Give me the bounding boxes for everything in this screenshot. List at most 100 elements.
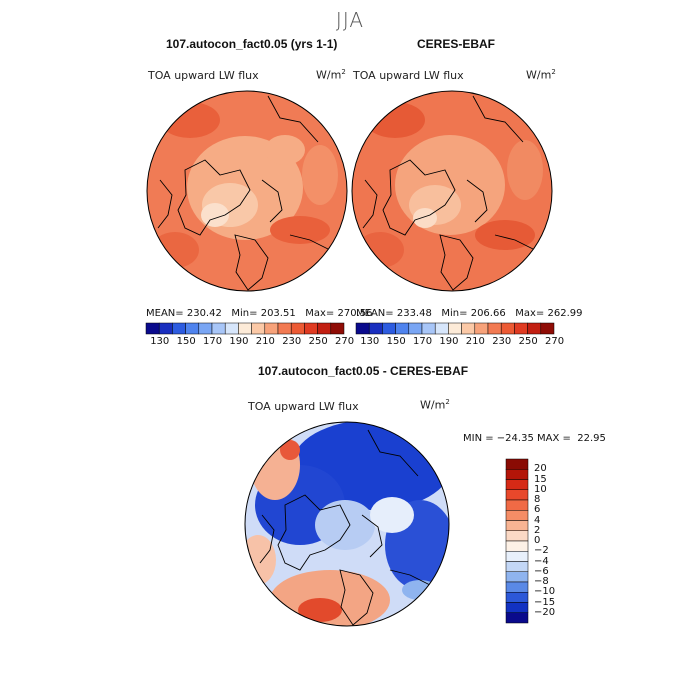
diff-minmax: MIN = −24.35 MAX = 22.95 [463,433,606,444]
diff-colorbar-swatch [505,489,529,501]
right-colorbar-swatch [434,322,449,335]
left-panel-title: 107.autocon_fact0.05 (yrs 1-1) [166,37,338,51]
right-colorbar-tick-label: 250 [518,336,538,347]
left-colorbar-swatch [158,322,173,335]
right-colorbar-tick-label: 210 [465,336,485,347]
right-colorbar-swatch [474,322,489,335]
left-colorbar-swatch [198,322,213,335]
right-colorbar-tick-label: 270 [545,336,565,347]
left-colorbar-swatch [145,322,160,335]
diff-colorbar-tick-label: −15 [534,596,556,608]
diff-map-border [244,421,450,627]
left-variable-label: TOA upward LW flux [148,69,259,82]
diff-colorbar-swatch [505,592,529,603]
diff-colorbar-swatch [505,571,529,583]
left-colorbar-swatch [172,322,186,335]
left-colorbar-swatch [211,322,226,335]
right-colorbar-swatch [421,322,436,335]
diff-colorbar-tick-label: −10 [534,586,556,598]
diff-colorbar-swatch [505,581,529,593]
right-colorbar-swatch [461,322,476,335]
right-colorbar-swatch [408,322,423,335]
right-colorbar [355,322,555,335]
left-colorbar-tick-label: 250 [308,336,328,347]
left-colorbar-tick-label: 150 [176,336,196,347]
right-colorbar-swatch [487,322,502,335]
diff-colorbar-tick-label: 0 [534,535,541,546]
left-colorbar-tick-label: 170 [203,336,223,347]
diff-polar-map [245,422,449,626]
left-colorbar-swatch [277,322,292,335]
left-colorbar-swatch [238,322,252,335]
diff-colorbar-swatch [505,510,529,521]
left-polar-map [147,91,347,291]
right-colorbar-swatch [514,322,528,335]
left-colorbar-tick-label: 190 [229,336,249,347]
left-colorbar-labels: 130 150 170 190 210 230 250 270 [146,336,354,350]
diff-colorbar-tick-label: 15 [534,473,547,485]
right-colorbar-swatch [368,322,383,335]
right-map-border [351,90,553,292]
diff-colorbar-swatch [505,499,529,511]
left-colorbar-swatch [317,322,332,335]
diff-colorbar-tick-label: −6 [534,565,549,577]
diff-colorbar-tick-label: 20 [534,463,547,475]
diff-colorbar-labels: 20 15 10 8 6 4 2 0 −2 −4 −6 −8 −10 −15 −20 [534,459,574,624]
diff-colorbar-tick-label: 6 [534,504,541,516]
diff-colorbar-tick-label: 4 [534,514,541,526]
right-colorbar-tick-label: 230 [492,336,512,347]
left-colorbar-swatch [304,322,318,335]
diff-colorbar-swatch [505,602,529,613]
left-colorbar [145,322,345,335]
right-colorbar-swatch [527,322,542,335]
diff-colorbar-swatch [505,612,529,624]
diff-colorbar-tick-label: 8 [534,494,541,505]
diff-units-label: W/m2 [420,398,450,412]
diff-panel-title: 107.autocon_fact0.05 - CERES-EBAF [258,364,469,378]
left-colorbar-swatch [290,322,305,335]
diff-colorbar [505,458,529,624]
left-stats: MEAN= 230.42 Min= 203.51 Max= 270.56 [146,308,373,319]
diff-colorbar-swatch [505,520,529,531]
diff-colorbar-tick-label: −4 [534,555,549,567]
left-map-border [146,90,348,292]
right-panel-title: CERES-EBAF [417,37,496,51]
season-title: JJA [335,8,365,32]
left-units-label: W/m2 [316,68,346,82]
right-polar-map [352,91,552,291]
right-units-label: W/m2 [526,68,556,82]
diff-colorbar-swatch [505,551,529,562]
left-colorbar-tick-label: 230 [282,336,302,347]
right-colorbar-tick-label: 150 [386,336,406,347]
right-colorbar-tick-label: 130 [360,336,380,347]
right-stats: MEAN= 233.48 Min= 206.66 Max= 262.99 [356,308,583,319]
diff-colorbar-swatch [505,469,529,480]
right-colorbar-tick-label: 170 [413,336,433,347]
diff-colorbar-swatch [505,458,529,470]
left-colorbar-tick-label: 270 [335,336,355,347]
right-colorbar-tick-label: 190 [439,336,459,347]
diff-colorbar-swatch [505,479,529,490]
left-colorbar-swatch [330,322,345,335]
left-colorbar-swatch [224,322,239,335]
right-colorbar-swatch [382,322,396,335]
right-variable-label: TOA upward LW flux [353,69,464,82]
diff-colorbar-swatch [505,530,529,542]
right-colorbar-swatch [500,322,515,335]
left-colorbar-tick-label: 210 [255,336,275,347]
diff-colorbar-swatch [505,561,529,572]
left-colorbar-swatch [185,322,200,335]
diff-colorbar-tick-label: 10 [534,483,547,495]
diff-colorbar-tick-label: −20 [534,606,556,618]
right-colorbar-swatch [448,322,462,335]
diff-variable-label: TOA upward LW flux [248,400,359,413]
right-colorbar-labels: 130 150 170 190 210 230 250 270 [356,336,564,350]
diff-colorbar-tick-label: 2 [534,524,541,536]
right-colorbar-swatch [540,322,555,335]
diff-colorbar-swatch [505,540,529,552]
diff-colorbar-tick-label: −8 [534,576,549,587]
left-colorbar-swatch [264,322,279,335]
right-colorbar-swatch [355,322,370,335]
right-colorbar-swatch [395,322,410,335]
